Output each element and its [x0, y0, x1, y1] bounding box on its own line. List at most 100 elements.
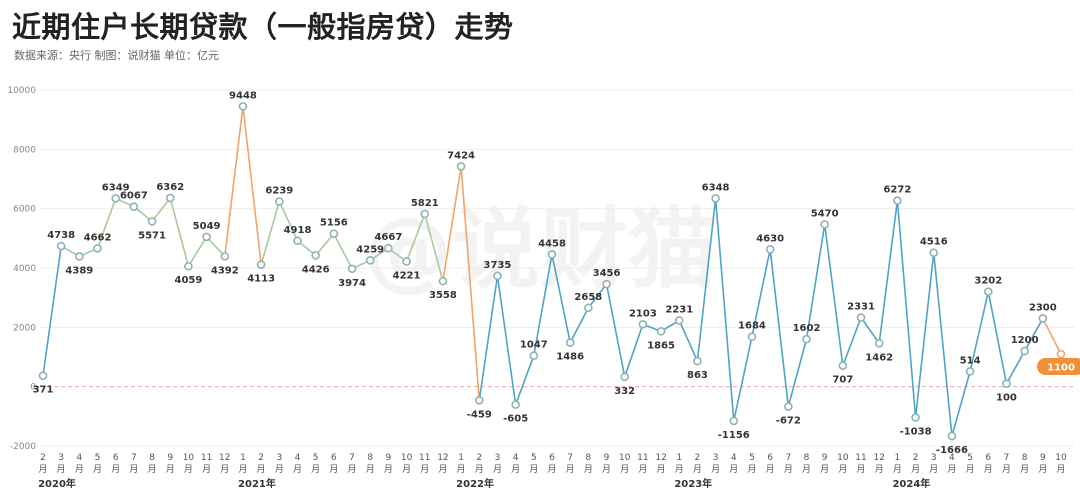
x-year-label: 2023年: [674, 477, 712, 490]
data-label: 5156: [320, 218, 348, 229]
data-point: [929, 248, 939, 257]
data-label: -459: [467, 409, 492, 420]
data-label: 332: [614, 386, 635, 397]
data-label: -1156: [718, 430, 750, 441]
series-segment: [805, 223, 826, 340]
data-point: [202, 232, 211, 242]
data-point: [711, 194, 720, 203]
x-tick-month-unit: 月: [1038, 464, 1047, 475]
series-segment: [333, 232, 353, 270]
data-point: [1020, 346, 1029, 356]
x-tick-month: 11: [855, 453, 866, 463]
data-point: [529, 351, 539, 360]
data-label: 1100: [1047, 363, 1075, 374]
data-label: 4516: [920, 237, 948, 248]
data-label: 2103: [629, 308, 657, 319]
x-tick-month: 12: [219, 453, 230, 463]
x-tick-month: 6: [767, 453, 773, 463]
series-segment: [223, 105, 244, 258]
x-tick-month-unit: 月: [802, 464, 811, 475]
x-tick-month: 9: [386, 453, 392, 463]
x-tick-month-unit: 月: [57, 464, 66, 475]
x-year-label: 2022年: [456, 477, 494, 490]
data-label: 5049: [193, 221, 221, 232]
data-label: 4662: [84, 232, 112, 243]
x-tick-month: 3: [276, 453, 282, 463]
x-tick-month: 4: [731, 453, 737, 463]
data-point: [1056, 349, 1066, 359]
x-tick-month-unit: 月: [275, 464, 284, 475]
data-label: 4259: [356, 244, 384, 255]
x-tick-month: 1: [676, 453, 682, 463]
x-tick-month: 8: [149, 453, 155, 463]
series-segment: [860, 316, 881, 345]
series-segment: [787, 338, 808, 408]
x-tick-month-unit: 月: [747, 464, 756, 475]
data-label: 4221: [393, 270, 421, 281]
data-point: [965, 367, 975, 376]
data-label: 4426: [302, 264, 330, 275]
data-label: 4059: [175, 275, 203, 286]
x-tick-month-unit: 月: [311, 464, 320, 475]
data-point: [275, 197, 284, 206]
data-label: 5821: [411, 198, 439, 209]
x-tick-month-unit: 月: [766, 464, 775, 475]
x-tick-month-unit: 月: [820, 464, 829, 475]
data-point: [747, 332, 757, 342]
data-label: 6349: [102, 182, 130, 193]
series-segment: [514, 354, 535, 406]
series-segment: [823, 223, 844, 367]
x-tick-month: 11: [201, 453, 212, 463]
x-year-label: 2024年: [892, 477, 930, 490]
x-tick-month-unit: 月: [402, 464, 411, 475]
x-tick-month: 3: [931, 453, 937, 463]
x-tick-month-unit: 月: [202, 464, 211, 475]
x-tick-month-unit: 月: [947, 464, 956, 475]
data-label: 1200: [1011, 335, 1039, 346]
data-point: [565, 338, 575, 347]
x-tick-month: 9: [604, 453, 610, 463]
data-label: 371: [33, 385, 54, 396]
series-segment: [896, 199, 917, 419]
series-segment: [569, 307, 590, 344]
x-tick-month-unit: 月: [457, 464, 466, 475]
data-label: -672: [776, 416, 801, 427]
data-label: 9448: [229, 90, 257, 101]
series-segment: [314, 232, 335, 257]
x-tick-month: 3: [713, 453, 719, 463]
series-segment: [496, 275, 517, 406]
data-point: [402, 257, 411, 266]
data-point: [820, 220, 829, 229]
x-tick-month: 5: [967, 453, 973, 463]
x-tick-month: 3: [58, 453, 64, 463]
data-point: [238, 102, 248, 111]
x-year-label: 2021年: [238, 477, 276, 490]
series-segment: [587, 283, 608, 309]
x-tick-month-unit: 月: [129, 464, 138, 475]
x-tick-month-unit: 月: [257, 464, 266, 475]
data-point: [384, 243, 393, 253]
x-tick-month: 2: [476, 453, 482, 463]
x-tick-month: 9: [167, 453, 173, 463]
data-point: [784, 402, 793, 411]
x-tick-month-unit: 月: [238, 464, 247, 475]
data-label: 100: [996, 393, 1017, 404]
series-segment: [1042, 317, 1062, 355]
data-point: [111, 194, 121, 203]
data-point: [1038, 314, 1048, 323]
x-tick-month-unit: 月: [366, 464, 375, 475]
y-tick-label: 4000: [13, 264, 36, 274]
data-point: [493, 271, 502, 281]
data-label: 2300: [1029, 302, 1057, 313]
x-tick-month: 12: [655, 453, 666, 463]
x-tick-month-unit: 月: [838, 464, 847, 475]
data-label: 707: [832, 375, 853, 386]
x-tick-month: 8: [1022, 453, 1028, 463]
x-tick-month-unit: 月: [875, 464, 884, 475]
source-line: 数据来源：央行 制图：说财猫 单位：亿元: [14, 49, 219, 62]
x-tick-month-unit: 月: [511, 464, 520, 475]
data-label: 1047: [520, 340, 548, 351]
data-point: [511, 400, 520, 409]
x-tick-month-unit: 月: [111, 464, 120, 475]
